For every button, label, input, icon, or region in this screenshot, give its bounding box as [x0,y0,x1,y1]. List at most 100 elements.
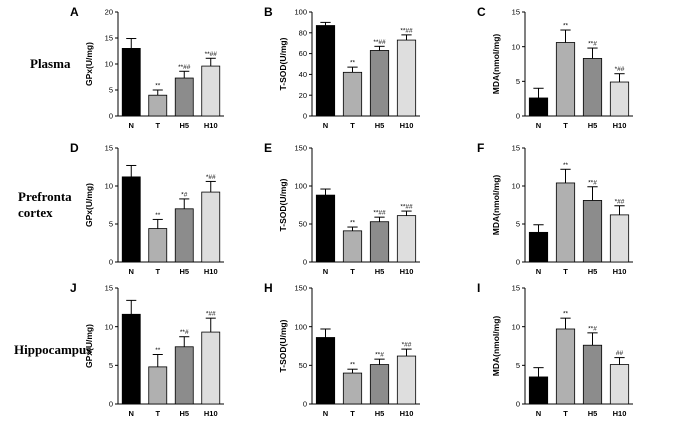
bar-H10 [609,81,630,117]
significance-label: ** [563,311,569,318]
chart-panel-H: H 0 50 100 150 T-SOD(U/mg) N ** T **# H5 *## H10 [264,281,420,418]
panel-letter: A [70,5,79,19]
bar-N [528,97,549,117]
bar-H10 [396,355,417,405]
x-tick-label: H10 [204,409,218,418]
y-tick-label: 5 [516,77,520,86]
significance-label: **## [178,64,191,71]
significance-label: **## [373,39,386,46]
x-tick-label: T [350,121,355,130]
row-label: Hippocampus [14,342,91,357]
bar-H10 [201,191,221,263]
x-tick-label: H5 [179,409,189,418]
chart-panel-C: C 0 5 10 15 MDA(nmol/mg) N ** T **# H5 *## H10 [477,5,633,130]
y-axis-label: T-SOD(U/mg) [278,178,288,231]
significance-label: ** [350,362,356,369]
y-tick-label: 5 [516,220,520,229]
bar-T [342,230,363,263]
y-tick-label: 150 [294,144,307,153]
y-tick-label: 0 [516,400,520,409]
bar-N [315,194,336,263]
y-tick-label: 100 [294,182,307,191]
bar-T [148,94,168,117]
significance-label: *## [206,174,216,181]
x-tick-label: H5 [375,267,385,276]
chart-panel-D: D 0 5 10 15 GPx(U/mg) N ** T *# H5 *## H10 [70,141,224,276]
row-label: Plasma [30,56,71,71]
bar-H10 [609,214,630,263]
bar-H5 [582,200,603,263]
significance-label: ** [350,60,356,67]
bar-T [148,366,168,405]
x-tick-label: H10 [613,267,627,276]
y-axis-label: MDA(nmol/mg) [491,316,501,377]
row-labels: Plasma Prefronta cortex Hippocampus [14,56,91,357]
bar-N [528,231,549,263]
x-tick-label: T [155,409,160,418]
y-axis-label: GPx(U/mg) [84,42,94,86]
panel-letter: H [264,281,273,295]
significance-label: **# [588,41,597,48]
y-tick-label: 40 [299,70,307,79]
significance-label: **# [180,329,189,336]
significance-label: *## [615,66,625,73]
significance-label: ** [155,212,161,219]
x-tick-label: N [536,409,541,418]
bar-H5 [369,364,390,405]
bar-N [528,376,549,405]
x-tick-label: N [129,121,134,130]
panels: A05101520GPx(U/mg)N**T**##H5**##H10B0204… [70,5,633,418]
significance-label: *## [402,342,412,349]
x-tick-label: H10 [613,409,627,418]
x-tick-label: N [129,267,134,276]
y-tick-label: 20 [299,91,307,100]
panel-letter: J [70,281,77,295]
significance-label: **## [400,204,413,211]
significance-label: **## [373,210,386,217]
x-tick-label: H5 [588,267,598,276]
x-tick-label: N [536,121,541,130]
row-label: Prefronta cortex [18,189,72,220]
significance-label: **# [588,179,597,186]
y-axis-label: MDA(nmol/mg) [491,34,501,95]
chart-panel-I: I 0 5 10 15 MDA(nmol/mg) N ** T **# H5 ## H10 [477,281,633,418]
y-tick-label: 10 [512,42,520,51]
y-tick-label: 0 [303,112,307,121]
x-tick-label: H10 [400,267,414,276]
chart-panel-F: F 0 5 10 15 MDA(nmol/mg) N ** T **# H5 *## H10 [477,141,633,276]
x-tick-label: T [563,267,568,276]
y-tick-label: 5 [109,361,113,370]
bar-H10 [201,331,221,405]
x-tick-label: H5 [588,121,598,130]
significance-label: **# [375,352,384,359]
bar-N [121,48,141,117]
y-tick-label: 10 [105,322,113,331]
bar-T [555,182,576,263]
row-label-line: Plasma [30,56,71,71]
bar-H5 [582,344,603,405]
significance-label: ** [563,162,569,169]
panel-letter: E [264,141,272,155]
significance-label: **## [400,27,413,34]
y-tick-label: 0 [109,400,113,409]
y-tick-label: 80 [299,28,307,37]
y-tick-label: 100 [294,322,307,331]
row-label-line: cortex [18,205,53,220]
panel-letter: I [477,281,480,295]
x-tick-label: N [129,409,134,418]
bar-H5 [369,221,390,263]
x-tick-label: H5 [588,409,598,418]
bar-T [555,328,576,405]
y-tick-label: 5 [109,86,113,95]
y-tick-label: 5 [516,361,520,370]
panel-letter: F [477,141,484,155]
x-tick-label: N [536,267,541,276]
significance-label: *## [206,311,216,318]
x-tick-label: H5 [179,267,189,276]
y-axis-label: GPx(U/mg) [84,183,94,227]
bar-H10 [201,65,221,117]
y-tick-label: 15 [512,8,520,17]
x-tick-label: T [350,267,355,276]
y-axis-label: GPx(U/mg) [84,324,94,368]
